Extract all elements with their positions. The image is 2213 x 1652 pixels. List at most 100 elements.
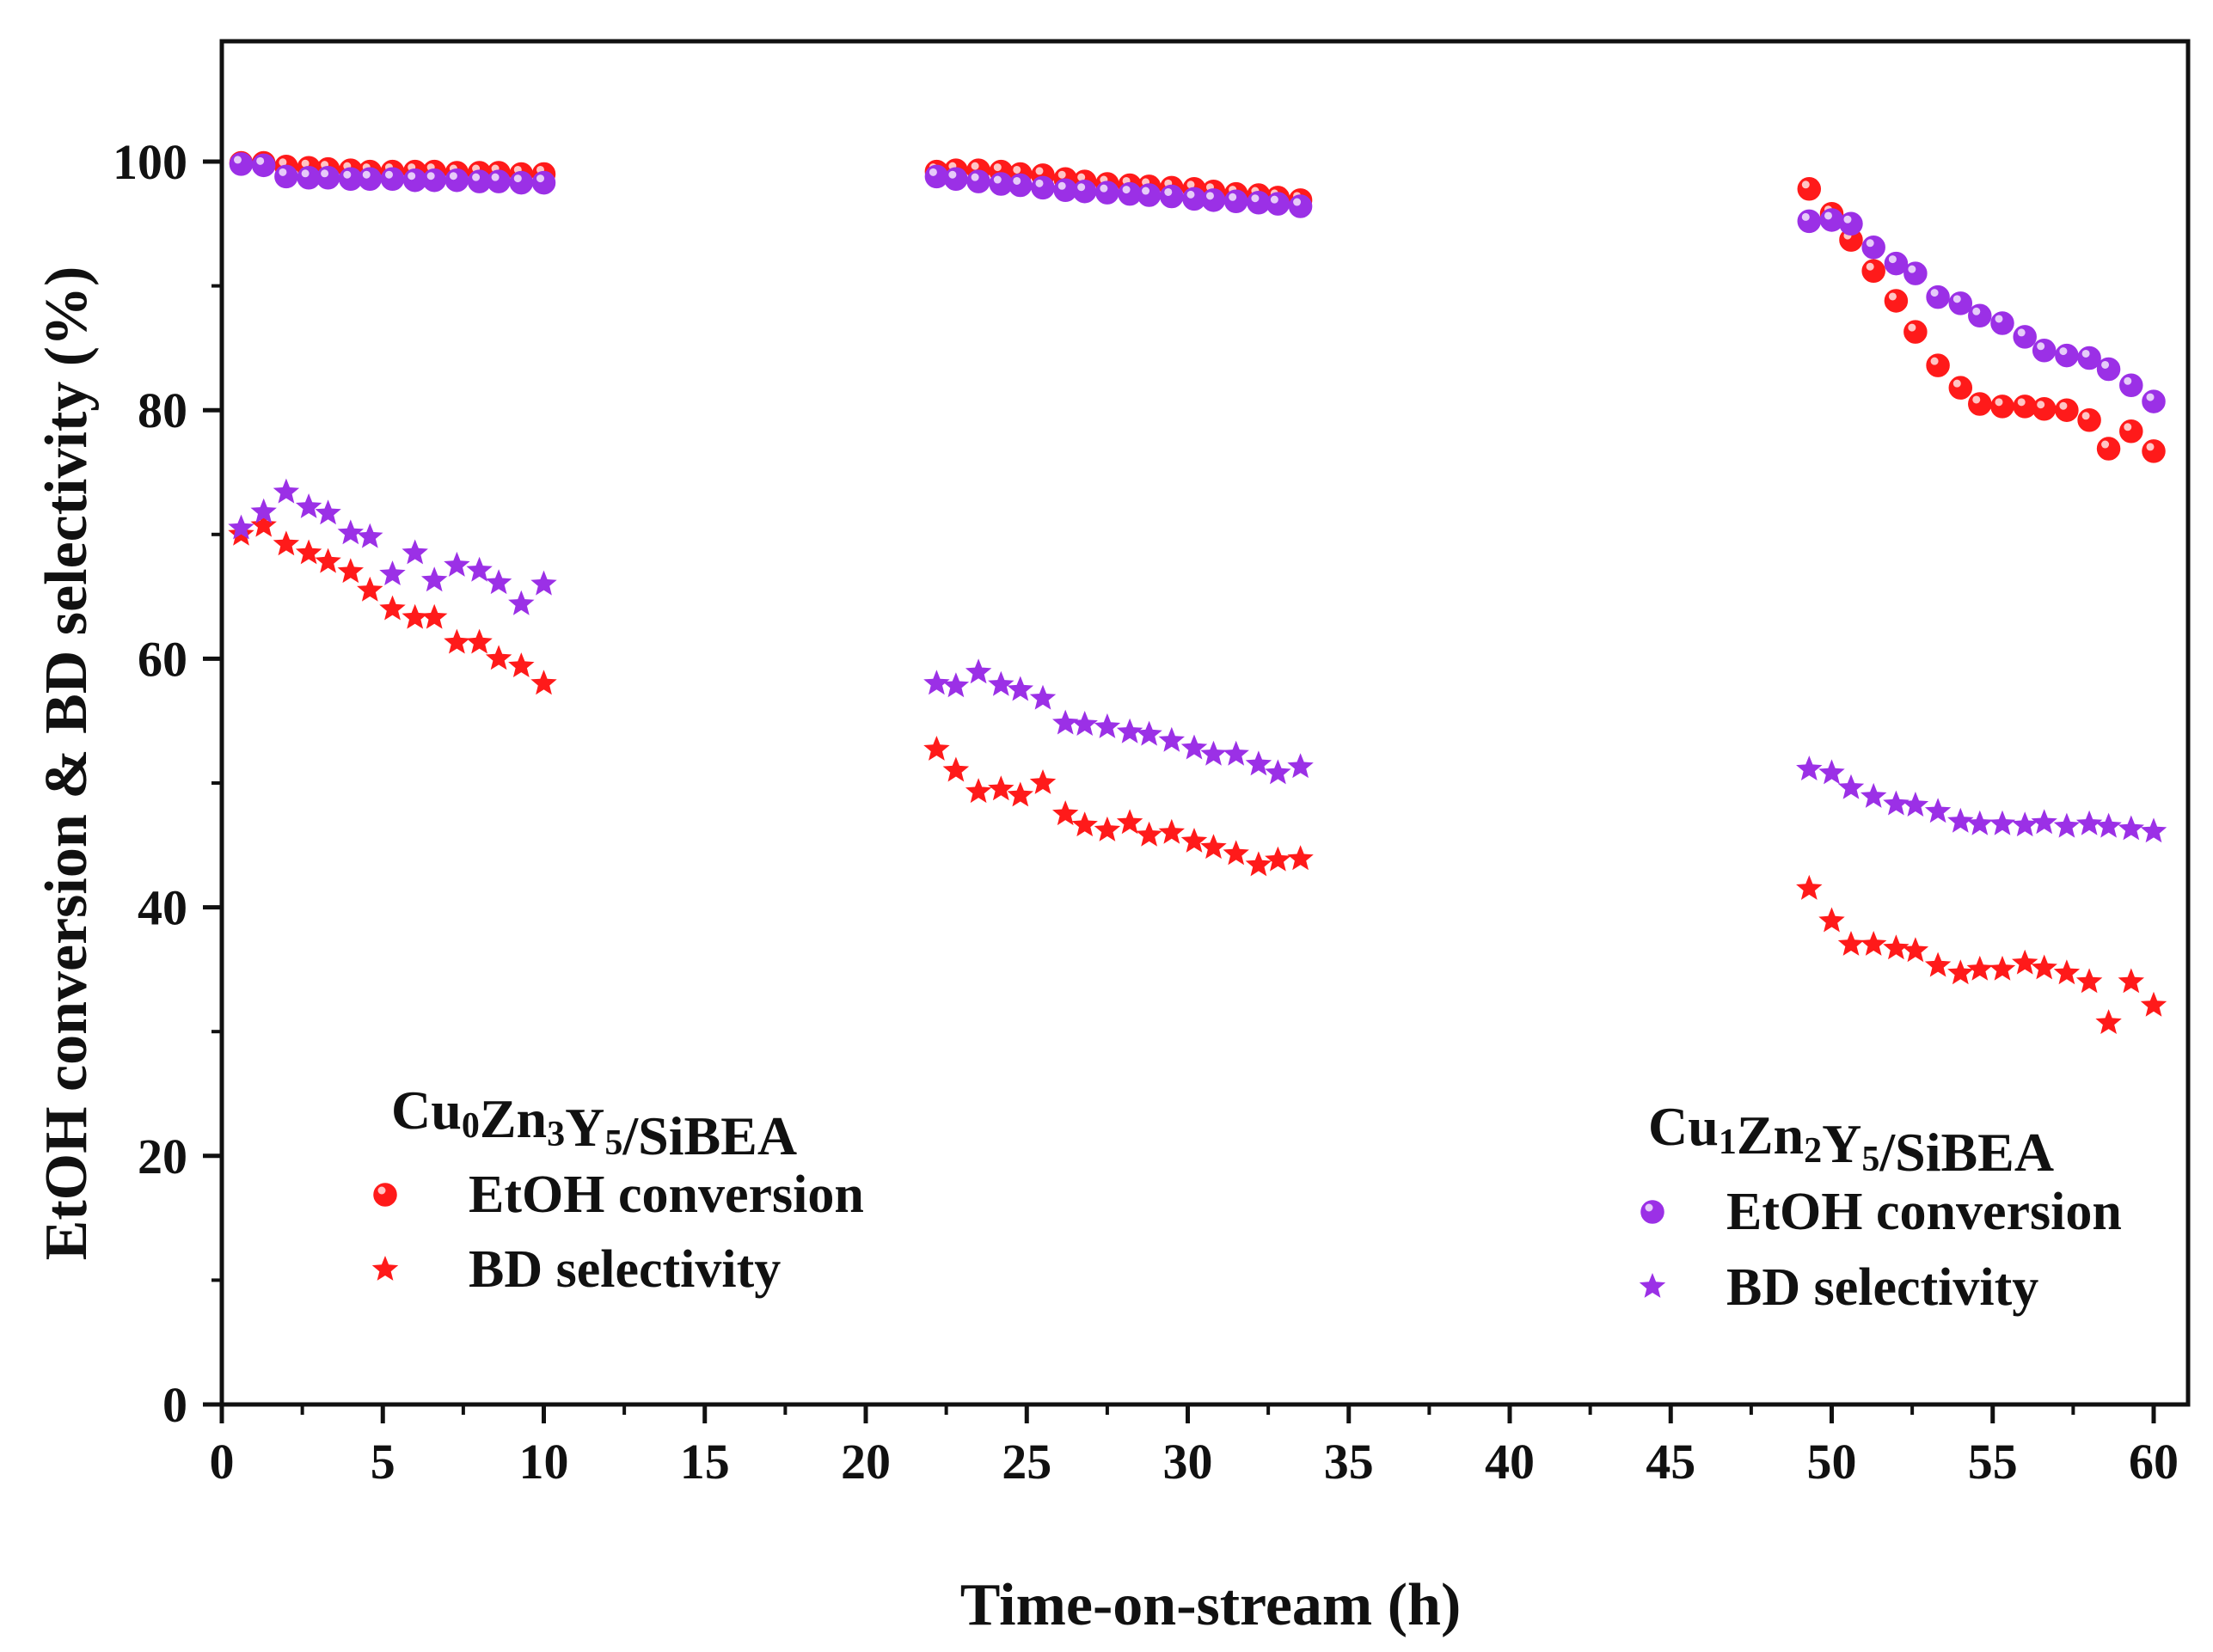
- legend-circle-highlight: [1646, 1204, 1653, 1212]
- y-tick-label: 20: [138, 1129, 187, 1184]
- data-point-circle: [1821, 209, 1843, 231]
- data-point-circle: [359, 168, 381, 190]
- data-point-circle-highlight: [385, 171, 393, 179]
- data-point-circle-highlight: [1843, 216, 1851, 223]
- y-tick-label: 100: [113, 134, 187, 190]
- legend-marker-etoh-conversion: [374, 1184, 396, 1206]
- data-point-circle-body: [2033, 398, 2056, 420]
- data-point-circle-body: [1202, 189, 1224, 211]
- data-point-circle: [1074, 180, 1096, 203]
- data-point-circle-body: [2056, 399, 2078, 421]
- data-point-circle-highlight: [1013, 166, 1021, 174]
- legend-circle: [1641, 1201, 1664, 1223]
- data-point-circle-highlight: [1251, 194, 1259, 202]
- y-tick-label: 60: [138, 631, 187, 687]
- data-point-circle: [2098, 358, 2120, 380]
- data-point-circle-highlight: [492, 174, 500, 181]
- data-point-circle-highlight: [343, 171, 351, 179]
- data-point-circle-highlight: [1186, 191, 1194, 199]
- data-point-circle: [967, 170, 990, 193]
- data-point-circle: [2056, 345, 2078, 367]
- data-point-circle-body: [533, 172, 555, 194]
- data-point-circle-highlight: [2124, 377, 2131, 385]
- x-tick-label: 10: [519, 1434, 569, 1490]
- data-point-circle: [2078, 346, 2100, 369]
- data-point-circle-highlight: [1035, 167, 1043, 174]
- data-point-circle: [2120, 420, 2143, 443]
- legend-circle-body: [374, 1184, 396, 1206]
- data-point-circle-body: [2098, 358, 2120, 380]
- data-point-circle-highlight: [1293, 199, 1301, 206]
- legend-title-part: Zn: [480, 1088, 547, 1149]
- legend-title-subscript: 1: [1719, 1123, 1737, 1162]
- data-point-circle: [1862, 236, 1885, 259]
- data-point-circle-body: [275, 165, 297, 187]
- data-point-circle: [1840, 212, 1862, 235]
- data-point-circle-highlight: [2037, 401, 2044, 408]
- data-point-circle-highlight: [321, 169, 328, 177]
- data-point-circle-body: [1969, 304, 1991, 327]
- data-point-circle-highlight: [279, 168, 286, 176]
- x-tick-label: 30: [1163, 1434, 1213, 1490]
- data-point-circle-body: [1885, 290, 1907, 312]
- data-point-circle: [317, 167, 340, 189]
- x-tick-label: 60: [2129, 1434, 2179, 1490]
- data-point-circle-body: [1096, 181, 1119, 204]
- data-point-circle-highlight: [1142, 187, 1149, 195]
- data-point-circle: [2078, 409, 2100, 431]
- data-point-circle-highlight: [929, 168, 937, 176]
- data-point-circle-body: [2143, 440, 2165, 462]
- legend-label-etoh-conversion: EtOH conversion: [1726, 1183, 2122, 1241]
- data-point-circle: [230, 153, 252, 175]
- data-point-circle: [253, 154, 275, 176]
- data-point-circle-highlight: [536, 174, 544, 182]
- data-point-circle-highlight: [2037, 342, 2044, 350]
- data-point-circle: [1904, 321, 1927, 343]
- data-point-circle-body: [1138, 184, 1161, 206]
- data-point-circle-highlight: [1035, 180, 1043, 187]
- data-point-circle-body: [2014, 326, 2036, 348]
- data-point-circle: [1991, 395, 2014, 418]
- x-tick-label: 15: [680, 1434, 730, 1490]
- y-axis-title: EtOH conversion & BD selectivity (%): [34, 266, 100, 1261]
- data-point-circle-highlight: [2124, 423, 2131, 431]
- data-point-circle-highlight: [1995, 315, 2002, 322]
- data-point-circle-body: [423, 169, 445, 192]
- legend-title-part: Cu: [1648, 1096, 1719, 1157]
- data-point-circle-body: [230, 153, 252, 175]
- data-point-circle: [1266, 193, 1289, 215]
- x-tick-label: 20: [841, 1434, 891, 1490]
- x-axis-title: Time-on-stream (h): [960, 1572, 1462, 1638]
- data-point-circle: [1290, 195, 1312, 217]
- data-point-circle-highlight: [514, 174, 522, 182]
- legend-title-part: Zn: [1737, 1104, 1804, 1166]
- data-point-circle-body: [1991, 312, 2014, 334]
- data-point-circle-body: [2078, 409, 2100, 431]
- data-point-circle-highlight: [1953, 295, 1961, 303]
- data-point-circle-body: [1821, 209, 1843, 231]
- legend-title-part: Y: [1822, 1113, 1861, 1174]
- legend-title-subscript: 2: [1804, 1131, 1822, 1171]
- data-point-circle: [1991, 312, 2014, 334]
- data-point-circle-body: [945, 168, 967, 190]
- data-point-circle: [1798, 210, 1820, 232]
- data-point-circle-highlight: [2018, 398, 2026, 406]
- data-point-circle-highlight: [1931, 358, 1939, 365]
- data-point-circle-body: [1225, 190, 1247, 212]
- data-point-circle: [1032, 176, 1054, 199]
- data-point-circle-highlight: [1123, 186, 1131, 193]
- data-point-circle-body: [1927, 286, 1949, 309]
- data-point-circle: [2143, 390, 2165, 413]
- data-point-circle-highlight: [1889, 292, 1897, 300]
- data-point-circle-highlight: [994, 176, 1002, 184]
- data-point-circle: [2056, 399, 2078, 421]
- data-point-circle: [487, 170, 510, 193]
- data-point-circle-highlight: [1931, 289, 1939, 297]
- x-tick-label: 35: [1324, 1434, 1374, 1490]
- legend-label-bd-selectivity: BD selectivity: [469, 1240, 781, 1299]
- legend-circle-highlight: [378, 1187, 386, 1195]
- data-point-circle-highlight: [1058, 171, 1066, 179]
- data-point-circle-highlight: [1995, 398, 2002, 406]
- data-point-circle-highlight: [363, 171, 371, 179]
- data-point-circle-body: [317, 167, 340, 189]
